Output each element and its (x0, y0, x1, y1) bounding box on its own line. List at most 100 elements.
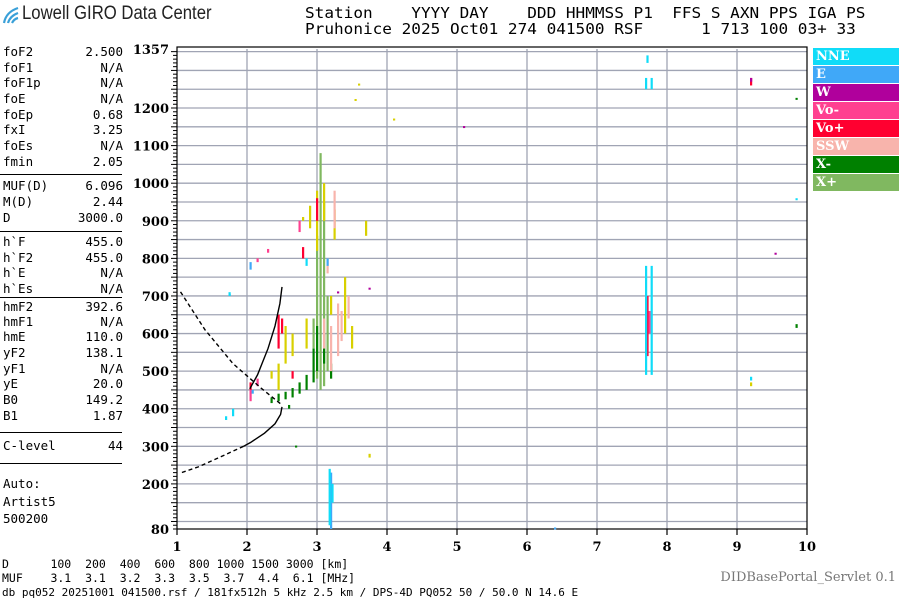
x-tick-label: 1 (172, 540, 181, 555)
echo-trace (319, 153, 322, 390)
param-value: 44 (107, 438, 123, 453)
param-row-13: h`E N/A (3, 266, 123, 280)
echo-trace (774, 252, 777, 255)
y-tick-label: 800 (142, 252, 169, 267)
param-value: 3.25 (92, 122, 123, 137)
param-row-2: foF1p N/A (3, 76, 123, 90)
echo-trace (323, 183, 326, 221)
echo-trace (251, 389, 254, 394)
echo-trace (354, 98, 357, 101)
legend-item-nne: NNE (813, 48, 899, 65)
echo-trace (298, 220, 301, 233)
param-value: N/A (100, 361, 123, 376)
app-title: Lowell GIRO Data Center (22, 3, 212, 24)
echo-trace (312, 348, 315, 383)
footer-distance-row: D 100 200 400 600 800 1000 1500 3000 [km… (2, 557, 349, 571)
param-row-21: B0 149.2 (3, 393, 123, 407)
autoscaling-line3: 500200 (3, 511, 49, 526)
param-value: 6.096 (85, 178, 123, 193)
param-label: MUF(D) (3, 178, 49, 193)
header-line-2: Pruhonice 2025 Oct01 274 041500 RSF 1 71… (305, 20, 856, 38)
echo-trace (648, 310, 651, 334)
echo-trace (298, 382, 301, 394)
param-row-18: yF2 138.1 (3, 346, 123, 360)
x-tick-label: 6 (522, 540, 531, 555)
param-label: hmF2 (3, 299, 34, 314)
separator (0, 297, 122, 298)
echo-trace (750, 376, 753, 381)
echo-trace (249, 262, 252, 270)
profile-curve-lower (243, 406, 283, 447)
y-tick-label: 1200 (133, 102, 169, 117)
echo-trace (277, 314, 280, 349)
param-row-1: foF1 N/A (3, 61, 123, 75)
param-row-12: h`F2 455.0 (3, 251, 123, 265)
param-label: D (3, 210, 11, 225)
param-label: yE (3, 376, 19, 391)
param-row-9: M(D) 2.44 (3, 195, 123, 209)
x-tick-label: 10 (798, 540, 816, 555)
echo-trace (340, 310, 343, 342)
param-value: 455.0 (85, 250, 123, 265)
param-value: 149.2 (85, 392, 123, 407)
param-value: 20.0 (92, 376, 123, 391)
param-label: foEs (3, 138, 34, 153)
echo-trace (750, 77, 753, 82)
echo-trace (277, 393, 280, 402)
y-tick-label: 500 (142, 365, 169, 380)
echo-trace (305, 258, 308, 266)
param-value: N/A (100, 281, 123, 296)
y-tick-label: 900 (142, 215, 169, 230)
param-value: 2.05 (92, 154, 123, 169)
param-label: B0 (3, 392, 19, 407)
echo-trace (270, 371, 273, 379)
param-label: yF1 (3, 361, 26, 376)
y-tick-label: 300 (142, 440, 169, 455)
param-label: h`Es (3, 281, 34, 296)
echo-trace (302, 247, 305, 259)
echo-trace (646, 55, 649, 63)
autoscaling-line2: Artist5 (3, 494, 56, 509)
echo-trace (368, 287, 371, 290)
footer-info: db pq052 20251001 041500.rsf / 181fx512h… (2, 586, 579, 599)
echo-trace (368, 453, 371, 458)
param-label: hmE (3, 329, 26, 344)
legend-item-ssw: SSW (813, 138, 899, 155)
param-value: 0.68 (92, 107, 123, 122)
echo-trace (328, 468, 331, 526)
echo-trace (331, 483, 334, 503)
echo-trace (267, 248, 270, 253)
param-value: N/A (100, 60, 123, 75)
echo-trace (249, 389, 252, 402)
echo-trace (795, 198, 798, 201)
param-label: foEp (3, 107, 34, 122)
echo-trace (337, 303, 340, 357)
separator (0, 432, 122, 433)
param-row-7: fmin 2.05 (3, 155, 123, 169)
x-tick-label: 5 (452, 540, 461, 555)
echo-trace (288, 404, 291, 409)
echo-trace (302, 217, 305, 221)
param-label: h`F2 (3, 250, 34, 265)
x-tick-label: 2 (242, 540, 251, 555)
echo-trace (463, 126, 466, 129)
param-label: yF2 (3, 345, 26, 360)
profile-dashed-lower (180, 445, 244, 474)
echo-trace (305, 374, 308, 390)
legend-item-e: E (813, 66, 899, 83)
y-tick-label: 1357 (133, 43, 169, 58)
separator (0, 231, 122, 232)
param-value: 3000.0 (77, 210, 123, 225)
echo-trace (323, 333, 326, 364)
echo-trace (323, 318, 326, 349)
echo-trace (795, 97, 798, 100)
param-row-23: C-level 44 (3, 439, 123, 453)
y-tick-label: 1100 (133, 140, 169, 155)
param-row-8: MUF(D) 6.096 (3, 179, 123, 193)
param-row-16: hmF1 N/A (3, 315, 123, 329)
param-label: foF1p (3, 75, 41, 90)
param-value: N/A (100, 138, 123, 153)
x-tick-label: 8 (662, 540, 671, 555)
y-tick-label: 700 (142, 290, 169, 305)
param-label: foF1 (3, 60, 34, 75)
